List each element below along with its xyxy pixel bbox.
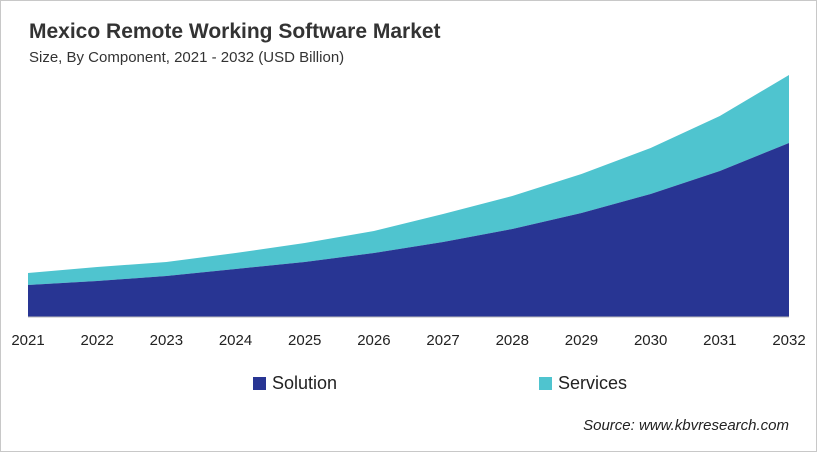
legend-swatch-services [539, 377, 552, 390]
x-tick-label: 2030 [634, 332, 667, 349]
x-tick-label: 2026 [357, 332, 390, 349]
x-tick-label: 2029 [565, 332, 598, 349]
legend-item-services: Services [539, 373, 627, 394]
x-tick-label: 2027 [426, 332, 459, 349]
area-services [28, 75, 789, 285]
chart-title: Mexico Remote Working Software Market [29, 20, 441, 43]
x-tick-label: 2028 [496, 332, 529, 349]
chart-subtitle: Size, By Component, 2021 - 2032 (USD Bil… [29, 49, 345, 66]
x-tick-label: 2024 [219, 332, 252, 349]
x-tick-label: 2023 [150, 332, 183, 349]
legend-swatch-solution [253, 377, 266, 390]
legend-label-solution: Solution [272, 373, 338, 393]
area-solution [28, 143, 789, 317]
x-tick-label: 2022 [80, 332, 113, 349]
legend-item-solution: Solution [253, 373, 337, 394]
x-tick-label: 2025 [288, 332, 321, 349]
x-tick-label: 2031 [703, 332, 736, 349]
legend-label-services: Services [558, 373, 628, 393]
source-note: Source: www.kbvresearch.com [583, 417, 789, 434]
x-tick-label: 2032 [772, 332, 805, 349]
x-tick-label: 2021 [11, 332, 44, 349]
